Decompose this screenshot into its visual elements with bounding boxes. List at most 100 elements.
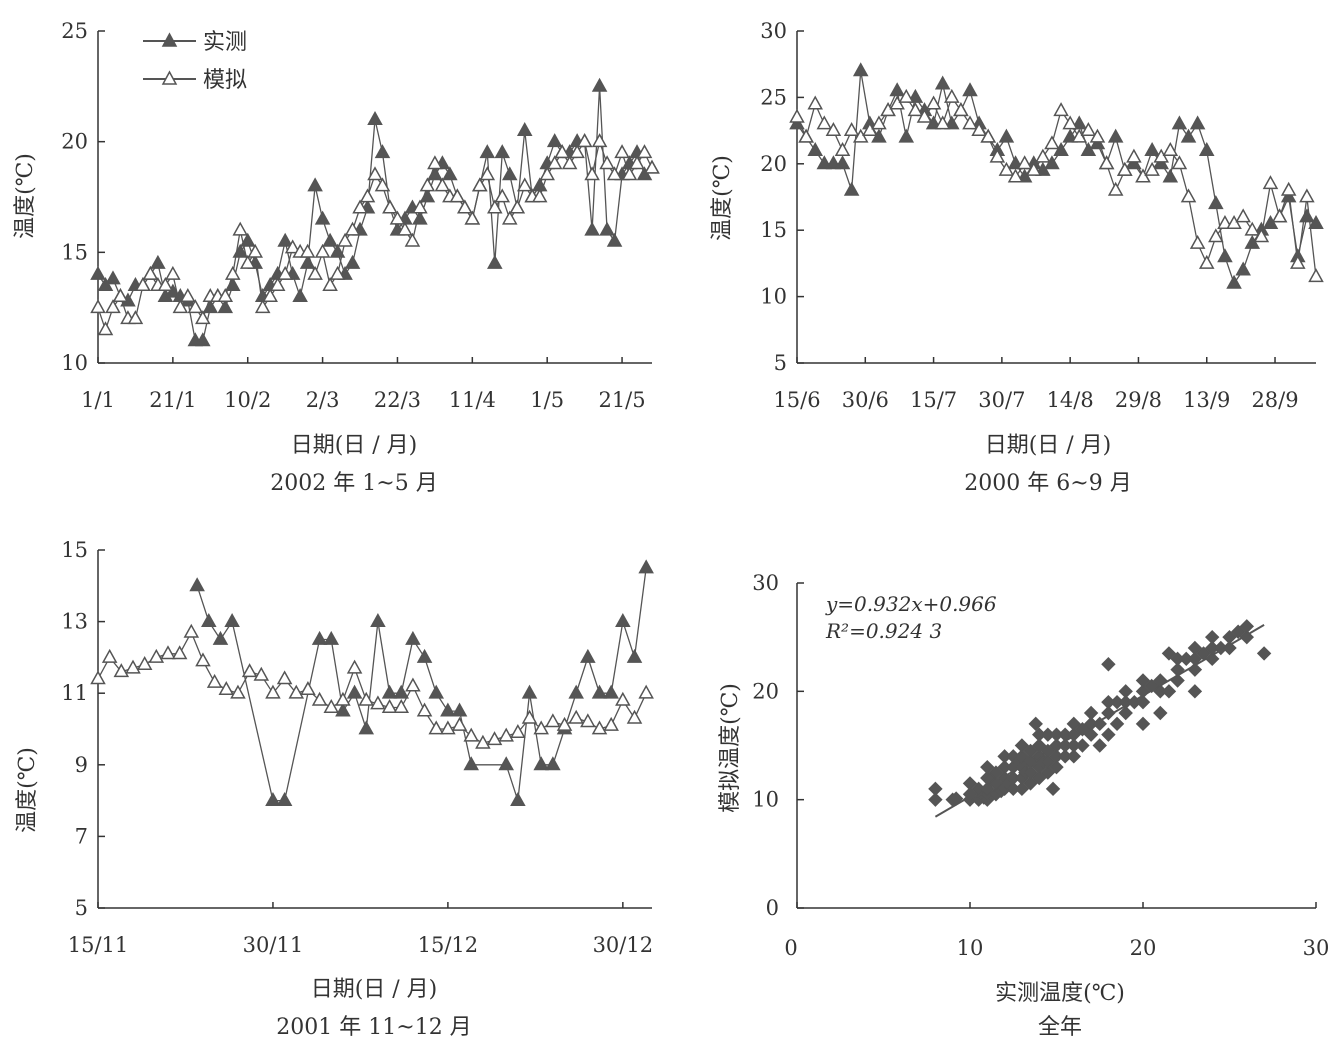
p2-series-1-point-7 <box>171 645 188 660</box>
p2-series-1-point-22 <box>346 659 363 674</box>
p1-ytick-label-1: 10 <box>760 285 787 309</box>
p0-xtick-label-5: 11/4 <box>449 388 496 412</box>
p2-series-0-point-18 <box>451 702 468 717</box>
p0-legend: 实测 模拟 <box>143 30 247 93</box>
p0-ytick-label-3: 25 <box>61 19 88 43</box>
p3-point-80 <box>1135 716 1151 732</box>
p0-series-1-point-26 <box>284 239 301 254</box>
p0-series-0-point-47 <box>442 166 458 181</box>
p1-series-1-point-50 <box>1244 221 1261 236</box>
p0-ytick-label-0: 10 <box>61 351 88 375</box>
p3-equation: y=0.932x+0.966 <box>825 592 997 616</box>
p2-subtitle: 2001 年 11~12 月 <box>276 1015 471 1040</box>
p1-series-1-point-11 <box>889 95 905 110</box>
p1-series-1-point-48 <box>1226 214 1242 229</box>
p0-series-1-point-30 <box>314 243 331 258</box>
p2-ytick-label-1: 7 <box>75 824 88 848</box>
p3-point-89 <box>1161 646 1177 661</box>
p0-series-1-point-63 <box>561 155 578 170</box>
p3-point-81 <box>1135 694 1151 710</box>
p0-series-1-point-51 <box>472 177 488 192</box>
p0-series-1-point-35 <box>352 199 368 214</box>
p3-point-41 <box>1031 770 1047 786</box>
p0-series-1-point-45 <box>427 155 443 170</box>
p0-series-0-point-53 <box>487 254 503 269</box>
p3-xtick-label-3: 30 <box>1303 936 1330 960</box>
p1-series-1-point-15 <box>925 95 942 110</box>
p1-xlabel: 日期(日 / 月) <box>985 433 1112 458</box>
p2-series-0-point-13 <box>393 684 410 699</box>
p2-series-1-point-16 <box>276 670 293 685</box>
p1-series-1-point-4 <box>825 122 842 137</box>
p0-series-0-point-20 <box>239 232 256 247</box>
p2-xlabel: 日期(日 / 月) <box>311 977 438 1002</box>
p1-ytick-label-3: 20 <box>760 152 787 176</box>
p2-series-1-point-17 <box>288 684 305 699</box>
p3-point-48 <box>1040 754 1056 769</box>
p0-series-1-point-48 <box>449 188 466 203</box>
p2-series-0-point-30 <box>615 613 631 628</box>
p3-point-1 <box>928 781 943 797</box>
p1-series-1-point-18 <box>953 102 969 117</box>
p0-series-1-point-70 <box>614 144 630 159</box>
p1-series-0-point-35 <box>1107 128 1124 143</box>
p3-point-83 <box>1135 673 1151 688</box>
p1-ytick-label-0: 5 <box>774 351 787 375</box>
p3-point-64 <box>1075 722 1090 737</box>
p2-series-0-point-29 <box>603 684 619 699</box>
p2-series-1-point-44 <box>603 716 619 731</box>
p2-series-1-point-40 <box>556 716 573 731</box>
p3-subtitle: 全年 <box>1038 1015 1082 1040</box>
p3-point-62 <box>1066 716 1082 732</box>
p0-series-0-point-32 <box>329 243 346 258</box>
p1-series-1-point-2 <box>807 95 823 110</box>
p1-series-0-point-2 <box>807 141 823 156</box>
p1-series-0-point-43 <box>1180 128 1197 143</box>
p3-point-71 <box>1101 705 1116 721</box>
p2-xtick-label-2: 15/12 <box>418 933 479 957</box>
p0-legend-label-measured: 实测 <box>203 30 247 55</box>
p1-series-0-point-24 <box>1007 155 1024 170</box>
p1-series-1-point-13 <box>907 102 924 117</box>
p1-series-1-point-27 <box>1035 148 1051 163</box>
p0-subtitle: 2002 年 1~5 月 <box>270 471 437 496</box>
p2-series-1-point-3 <box>125 659 141 674</box>
p0-legend-label-simulated: 模拟 <box>203 68 247 93</box>
p0-series-1-point-43 <box>412 199 428 214</box>
p1-series-1-point-39 <box>1144 161 1160 176</box>
p0-ytick-label-1: 15 <box>61 240 88 264</box>
p2-series-0-point-4 <box>265 792 281 807</box>
p1-series-0-point-11 <box>889 82 905 97</box>
p0-series-1-point-74 <box>644 159 660 174</box>
p2-xtick-label-1: 30/11 <box>243 933 304 957</box>
p0-series-1-point-62 <box>554 144 570 159</box>
p0-series-1-point-39 <box>382 199 398 214</box>
p1-series-0-point-15 <box>925 115 942 130</box>
p2-series-1-point-29 <box>428 720 445 735</box>
p3-point-30 <box>1014 781 1030 797</box>
p1-series-1-point-47 <box>1217 214 1233 229</box>
p3-point-76 <box>1118 705 1133 721</box>
p0-xtick-label-0: 1/1 <box>81 388 115 412</box>
p0-series-0-point-2 <box>105 270 121 285</box>
p1-series-0-point-7 <box>852 62 869 77</box>
p2-series-1-point-6 <box>160 645 176 660</box>
p3-ytick-label-2: 20 <box>752 679 779 703</box>
p2-series-0-point-14 <box>405 630 421 645</box>
p2-series-1-point-0 <box>90 670 106 685</box>
p1-series-1-point-36 <box>1117 161 1133 176</box>
p0-xlabel: 日期(日 / 月) <box>291 433 418 458</box>
p3-point-34 <box>1014 738 1030 753</box>
p2-xtick-label-0: 15/11 <box>68 933 129 957</box>
p2-series-line-0 <box>196 567 647 802</box>
p0-series-0-point-8 <box>150 254 166 269</box>
p1-series-1-point-57 <box>1308 268 1324 283</box>
p0-series-1-point-41 <box>397 221 413 236</box>
p3-point-51 <box>1045 781 1061 797</box>
p1-series-1-point-3 <box>816 115 833 130</box>
p3-point-94 <box>1187 684 1203 699</box>
p1-xtick-label-0: 15/6 <box>773 388 820 412</box>
p0-series-1-point-12 <box>180 288 196 303</box>
p1-series-0-point-19 <box>962 82 978 97</box>
p2-series-0-point-15 <box>416 648 433 663</box>
